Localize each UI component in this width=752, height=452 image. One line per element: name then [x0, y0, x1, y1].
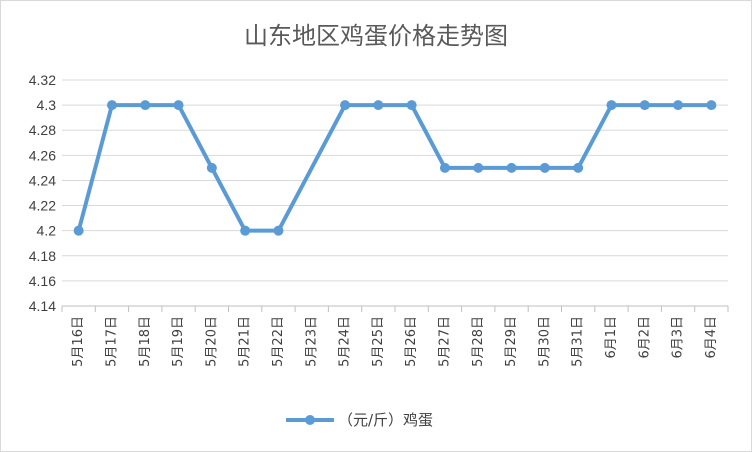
- y-tick-label: 4.18: [29, 248, 56, 264]
- data-point: [140, 100, 151, 111]
- x-tick-label: 5月31日: [571, 316, 586, 367]
- y-tick-label: 4.2: [37, 223, 57, 239]
- x-tick-label: 5月22日: [271, 316, 286, 367]
- x-axis-ticks: 5月16日 5月17日 5月18日 5月19日 5月20日 5月21日 5月22日 5月23日…: [61, 306, 729, 367]
- y-tick-label: 4.3: [37, 97, 57, 113]
- series-egg: [73, 100, 717, 236]
- y-tick-label: 4.26: [29, 147, 56, 163]
- x-tick-label: 5月25日: [371, 316, 386, 367]
- y-tick-label: 4.24: [29, 172, 56, 188]
- data-point: [206, 162, 217, 173]
- series-line: [76, 103, 712, 233]
- data-point: [340, 100, 351, 111]
- x-tick-label: 5月29日: [504, 316, 519, 367]
- legend-label: （元/斤）鸡蛋: [338, 411, 433, 429]
- data-point: [240, 225, 251, 236]
- x-tick-label: 5月27日: [437, 316, 452, 367]
- y-tick-label: 4.16: [29, 273, 56, 289]
- y-tick-label: 4.28: [29, 122, 56, 138]
- x-tick-label: 5月23日: [304, 316, 319, 367]
- x-tick-label: 5月21日: [238, 316, 253, 367]
- x-tick-label: 5月26日: [404, 316, 419, 367]
- x-tick-label: 5月20日: [204, 316, 219, 367]
- x-tick-label: 6月4日: [704, 316, 719, 359]
- x-tick-label: 5月17日: [104, 316, 119, 367]
- x-tick-label: 5月30日: [537, 316, 552, 367]
- x-tick-label: 6月3日: [671, 316, 686, 359]
- y-tick-label: 4.22: [29, 198, 56, 214]
- data-point: [73, 225, 84, 236]
- x-tick-label: 5月16日: [71, 316, 86, 367]
- x-tick-label: 5月18日: [138, 316, 153, 367]
- grid-lines: [62, 79, 728, 307]
- y-axis-ticks: 4.14 4.16 4.18 4.2 4.22 4.24 4.26 4.28 4.3 4.32: [29, 72, 56, 314]
- data-point: [173, 100, 184, 111]
- data-point: [573, 162, 584, 173]
- data-point: [106, 100, 117, 111]
- data-point: [373, 100, 384, 111]
- data-point: [706, 100, 717, 111]
- x-tick-label: 6月2日: [637, 316, 652, 359]
- data-point: [639, 100, 650, 111]
- data-point: [673, 100, 684, 111]
- data-point: [406, 100, 417, 111]
- legend-swatch-marker: [305, 415, 315, 425]
- x-tick-label: 5月28日: [471, 316, 486, 367]
- chart-title: 山东地区鸡蛋价格走势图: [244, 22, 508, 50]
- data-point: [506, 162, 517, 173]
- data-point: [439, 162, 450, 173]
- x-tick-label: 5月24日: [338, 316, 353, 367]
- x-tick-label: 5月19日: [171, 316, 186, 367]
- y-tick-label: 4.14: [29, 298, 56, 314]
- legend: （元/斤）鸡蛋: [286, 411, 433, 429]
- data-point: [539, 162, 550, 173]
- y-tick-label: 4.32: [29, 72, 56, 88]
- data-point: [273, 225, 284, 236]
- data-point: [606, 100, 617, 111]
- data-point: [473, 162, 484, 173]
- x-tick-label: 6月1日: [604, 316, 619, 359]
